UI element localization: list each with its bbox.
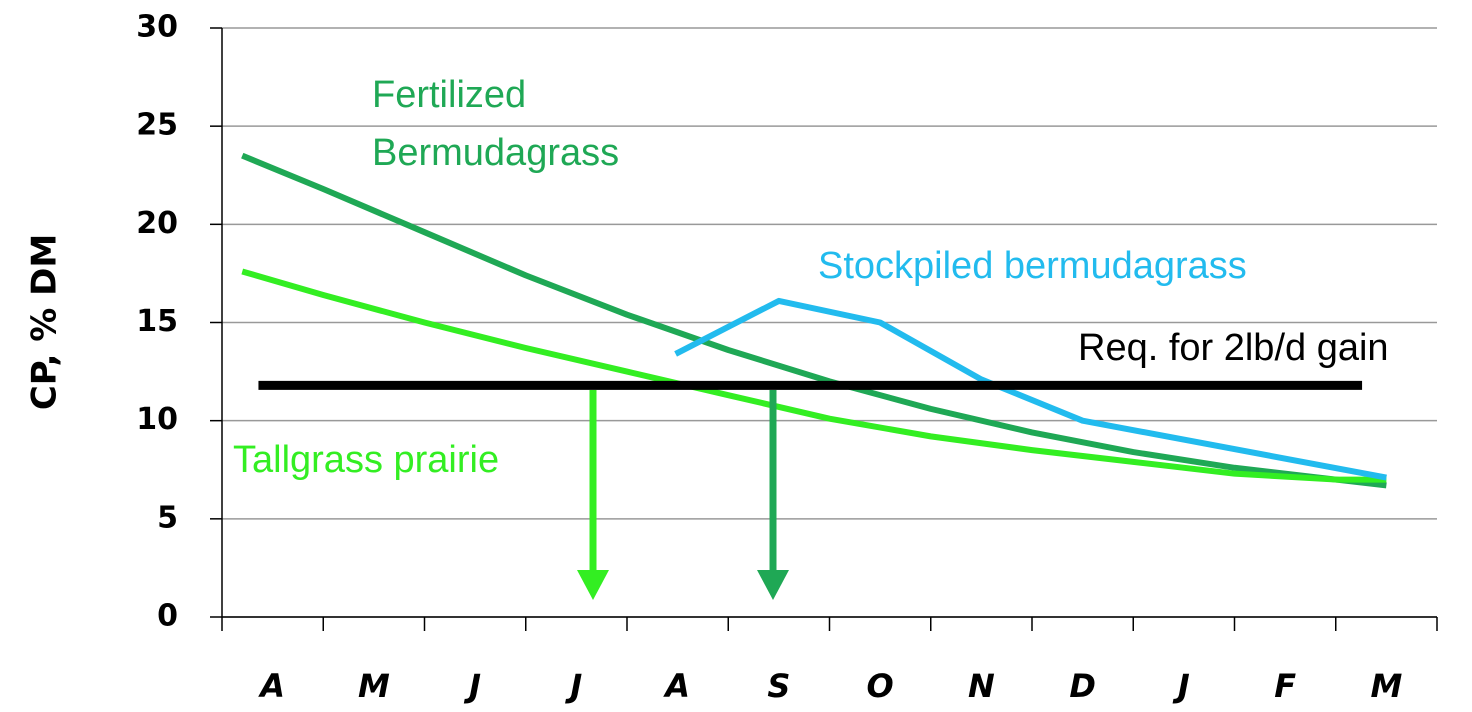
- y-tick-label: 15: [136, 304, 178, 339]
- x-tick-label: J: [564, 667, 582, 705]
- annotation: Tallgrass prairie: [233, 439, 499, 481]
- arrow: [757, 390, 789, 600]
- x-tick-label: M: [358, 667, 390, 705]
- x-tick-label: S: [767, 667, 790, 705]
- x-tick-label: M: [1370, 667, 1402, 705]
- x-tick-label: A: [257, 667, 285, 705]
- annotation: Stockpiled bermudagrass: [818, 245, 1247, 287]
- annotation: Fertilized: [372, 74, 526, 116]
- annotation: Bermudagrass: [372, 132, 619, 174]
- x-tick-label: J: [463, 667, 481, 705]
- x-tick-label: J: [1172, 667, 1190, 705]
- x-tick-label: N: [968, 667, 995, 705]
- x-tick-label: O: [867, 667, 894, 705]
- y-tick-label: 25: [136, 108, 178, 143]
- y-tick-label: 0: [157, 599, 178, 634]
- line: [674, 297, 1387, 481]
- x-tick-label: F: [1274, 667, 1296, 705]
- arrow: [577, 390, 609, 600]
- x-tick-label: A: [662, 667, 690, 705]
- annotation: Req. for 2lb/d gain: [1078, 327, 1389, 369]
- y-axis-label: CP, % DM: [25, 234, 65, 410]
- y-tick-label: 30: [136, 10, 178, 45]
- y-tick-label: 10: [136, 402, 178, 437]
- line: [241, 268, 1387, 483]
- y-tick-label: 5: [157, 500, 178, 535]
- y-tick-label: 20: [136, 206, 178, 241]
- x-tick-label: D: [1069, 667, 1096, 705]
